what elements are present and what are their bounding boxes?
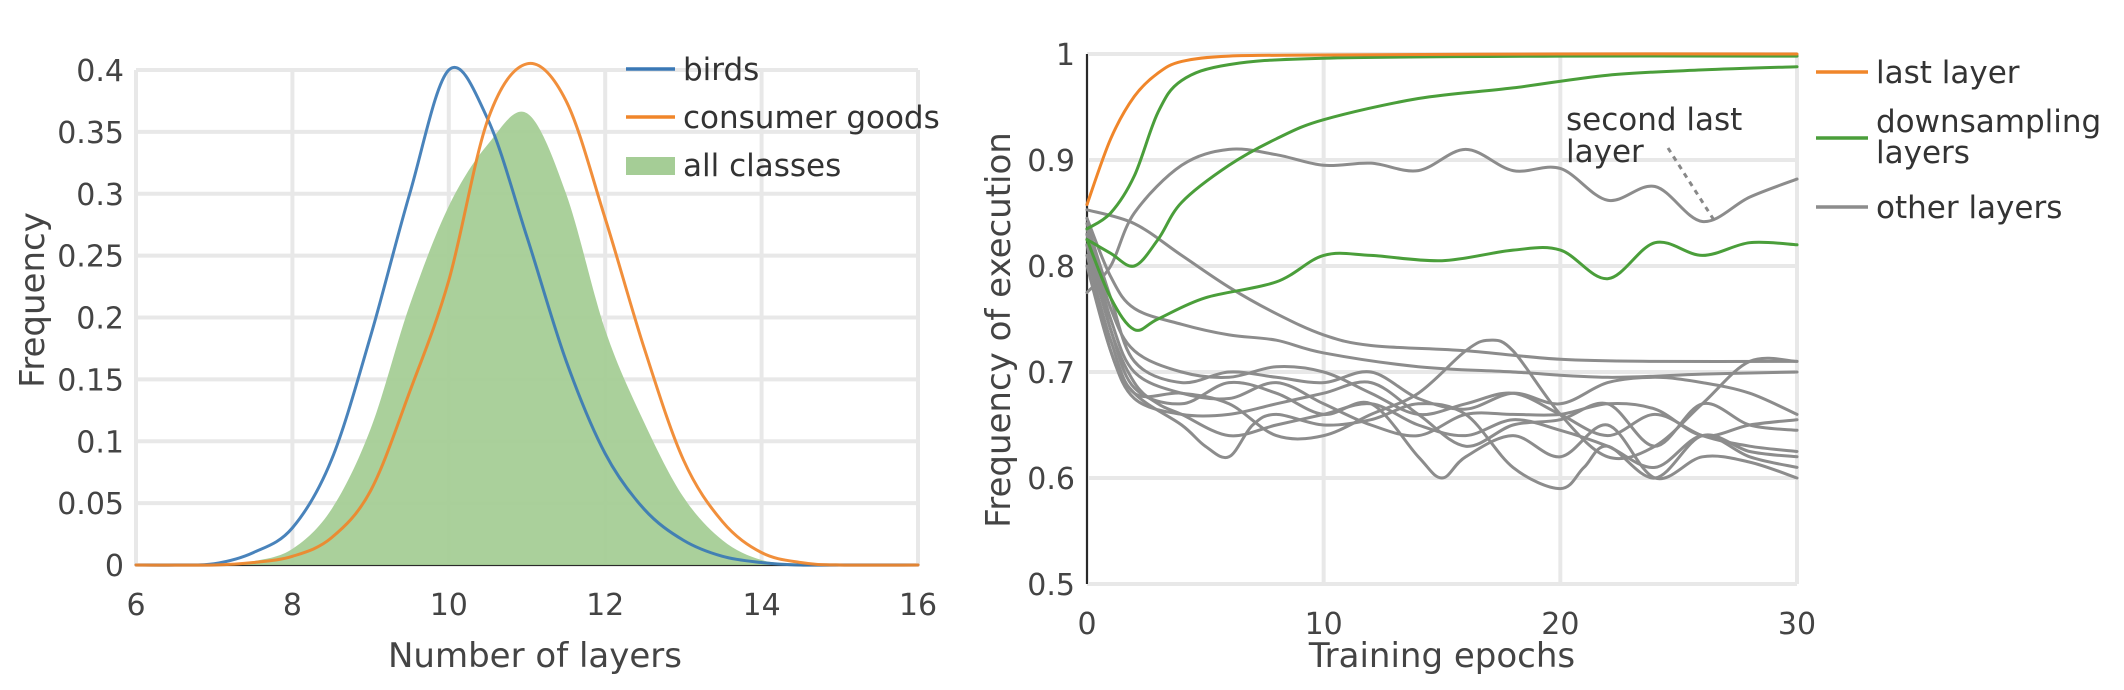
series-line-other-layers	[1085, 232, 1799, 438]
y-tick-label: 0.1	[76, 425, 124, 460]
series-line-other-layers	[1085, 264, 1799, 448]
y-tick-label: 1	[1056, 38, 1075, 73]
y-tick-label: 0.4	[76, 54, 124, 89]
legend-label-birds: birds	[683, 52, 759, 88]
y-tick-label: 0.8	[1027, 250, 1075, 285]
right-legend: last layer downsampling layers other lay…	[1816, 55, 2111, 226]
left-y-axis-label: Frequency	[13, 212, 53, 388]
x-tick-label: 14	[743, 588, 781, 623]
series-line-consumer-goods	[134, 61, 920, 567]
series-line-downsampling-layers	[1085, 54, 1799, 231]
legend-label-all-classes: all classes	[683, 148, 841, 184]
legend-label-last-layer: last layer	[1876, 55, 2020, 91]
y-tick-label: 0.9	[1027, 144, 1075, 179]
right-chart: 0 10 20 30 0.5 0.6 0.7 0.8 0.9 1 Training epochs…	[979, 38, 2111, 676]
x-tick-label: 10	[430, 588, 468, 623]
y-tick-label: 0.15	[57, 363, 124, 398]
y-tick-label: 0.05	[57, 487, 124, 522]
left-plot-area	[134, 61, 920, 567]
y-tick-label: 0	[105, 549, 124, 584]
x-tick-label: 30	[1778, 607, 1816, 642]
annotation-second-last-layer: second last layer	[1566, 102, 1742, 222]
right-x-axis-label: Training epochs	[1308, 636, 1575, 676]
left-y-ticks: 0 0.05 0.1 0.15 0.2 0.25 0.3 0.35 0.4	[57, 54, 124, 584]
series-line-birds	[134, 66, 920, 567]
y-tick-label: 0.35	[57, 116, 124, 151]
y-tick-label: 0.5	[1027, 568, 1075, 603]
series-line-other-layers	[1085, 222, 1799, 416]
x-tick-label: 10	[1305, 607, 1343, 642]
series-line-downsampling-layers	[1085, 65, 1799, 268]
series-line-other-layers	[1085, 243, 1799, 491]
annotation-text-line-2: layer	[1566, 134, 1644, 170]
annotation-text-line-1: second last	[1566, 102, 1742, 138]
left-chart: 6 8 10 12 14 16 0 0.05 0.1 0.15 0.2 0.25 0.3 0.35 0.4…	[13, 52, 940, 676]
legend-label-other-layers: other layers	[1876, 190, 2062, 226]
series-line-other-layers	[1085, 216, 1799, 379]
series-line-downsampling-layers	[1085, 238, 1799, 332]
right-x-ticks: 0 10 20 30	[1077, 607, 1816, 642]
x-tick-label: 8	[283, 588, 302, 623]
left-x-axis-label: Number of layers	[388, 636, 682, 676]
x-tick-label: 16	[899, 588, 937, 623]
series-area-all-classes	[136, 111, 918, 566]
x-tick-label: 0	[1077, 607, 1096, 642]
y-tick-label: 0.6	[1027, 462, 1075, 497]
left-legend: birds consumer goods all classes	[626, 52, 940, 184]
series-line-other-layers	[1085, 253, 1799, 461]
annotation-pointer	[1666, 147, 1716, 222]
series-line-other-layers	[1085, 147, 1799, 294]
right-y-axis-label: Frequency of execution	[979, 132, 1019, 528]
left-x-ticks: 6 8 10 12 14 16	[126, 588, 937, 623]
series-line-other-layers	[1085, 208, 1799, 364]
x-tick-label: 6	[126, 588, 145, 623]
x-tick-label: 12	[586, 588, 624, 623]
legend-label-downsampling-layers: downsampling layers	[1876, 104, 2111, 171]
legend-swatch-all-classes	[626, 157, 675, 175]
y-tick-label: 0.3	[76, 178, 124, 213]
right-plot-area	[1085, 52, 1799, 584]
x-tick-label: 20	[1541, 607, 1579, 642]
right-y-ticks: 0.5 0.6 0.7 0.8 0.9 1	[1027, 38, 1075, 603]
y-tick-label: 0.2	[76, 302, 124, 337]
legend-label-consumer-goods: consumer goods	[683, 100, 940, 136]
y-tick-label: 0.7	[1027, 356, 1075, 391]
y-tick-label: 0.25	[57, 240, 124, 275]
series-line-last-layer	[1085, 52, 1799, 207]
